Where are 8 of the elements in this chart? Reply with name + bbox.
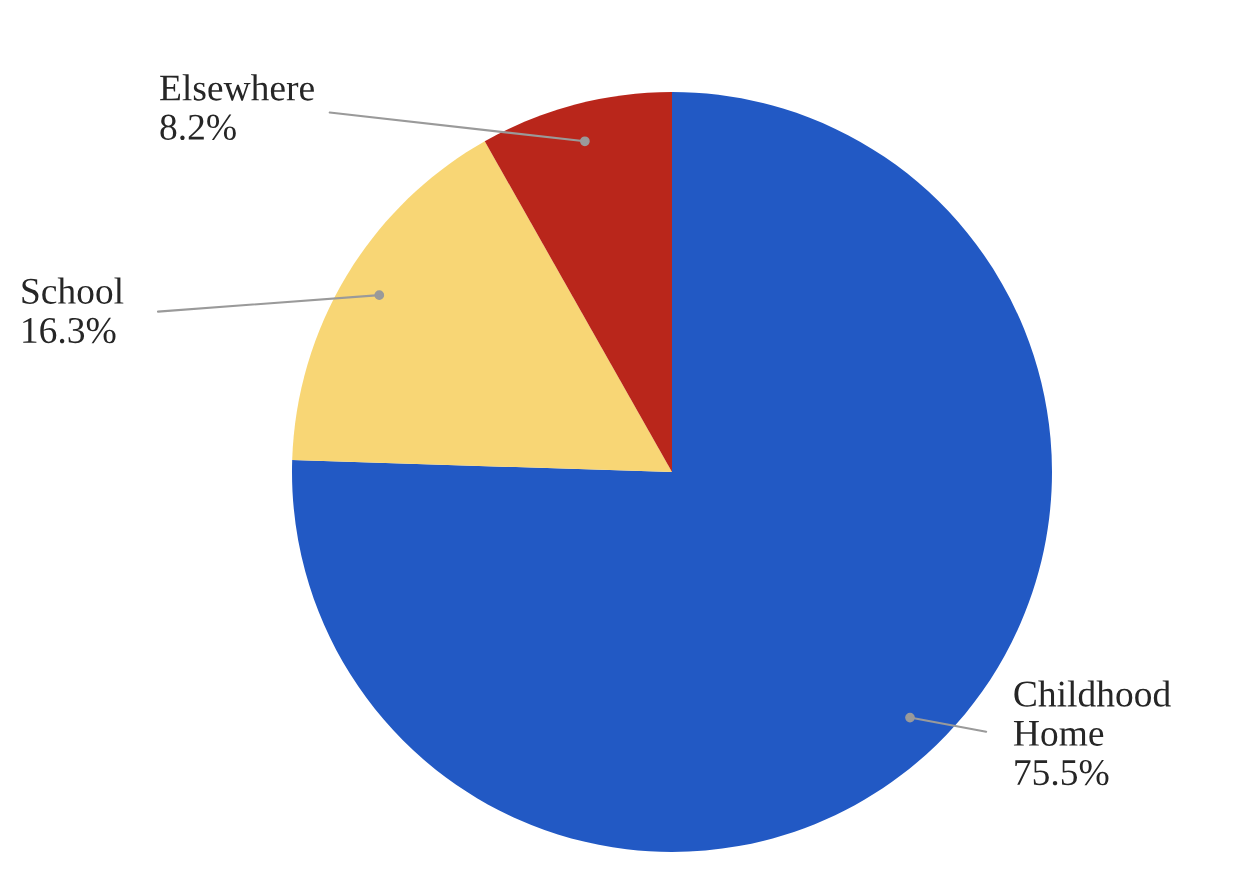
data-label: 8.2%: [160, 114, 236, 141]
data-label: 16.3%: [23, 317, 116, 344]
slice-label: School: [22, 277, 124, 304]
pie-slice: [484, 92, 672, 472]
slice-label: Childhood Home: [1013, 680, 1171, 746]
pie-slice: [292, 141, 672, 472]
slice-label: Elsewhere: [160, 74, 314, 101]
data-label: 75.5%: [1015, 759, 1109, 786]
